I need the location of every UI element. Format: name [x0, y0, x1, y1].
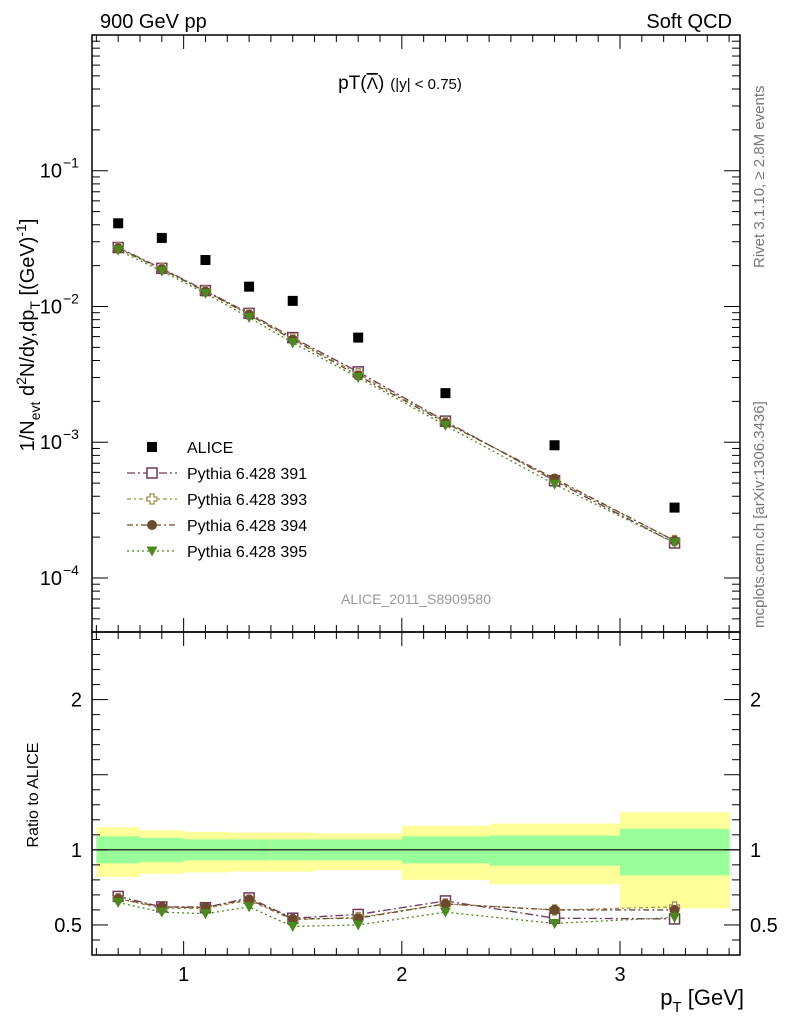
- ratio-point-3-2: [199, 909, 211, 920]
- ratio-y-tick-label-left: 1: [71, 840, 82, 862]
- ratio-series-line-2: [118, 898, 675, 920]
- main-point-0-6: [440, 388, 451, 399]
- legend-label-2: Pythia 6.428 393: [187, 492, 307, 509]
- main-point-0-2: [200, 255, 211, 266]
- ratio-point-2-6: [440, 898, 451, 909]
- ratio-y-tick-label-left: 2: [71, 690, 82, 712]
- main-point-4-5: [352, 372, 364, 383]
- main-point-4-2: [199, 288, 211, 299]
- header-right: Soft QCD: [646, 11, 732, 33]
- legend-marker-1: [146, 467, 158, 479]
- ratio-point-3-8: [669, 912, 681, 923]
- mcplots-label: mcplots.cern.ch [arXiv:1306.3436]: [751, 401, 768, 628]
- main-point-0-1: [156, 232, 167, 243]
- x-tick-label: 3: [614, 964, 625, 986]
- x-tick-label: 2: [396, 964, 407, 986]
- y-tick-label: 10: [40, 432, 62, 454]
- title-particle: Λ: [367, 74, 379, 93]
- main-point-0-5: [353, 332, 364, 343]
- legend-label-3: Pythia 6.428 394: [187, 518, 307, 535]
- main-point-0-8: [669, 502, 680, 513]
- legend-label-1: Pythia 6.428 391: [187, 466, 307, 483]
- legend-marker-2: [146, 493, 158, 505]
- main-point-0-7: [549, 440, 560, 451]
- legend-label-4: Pythia 6.428 395: [187, 544, 307, 561]
- legend: ALICE Pythia 6.428 391 Pythia 6.428 393 Pyt…: [127, 440, 307, 561]
- main-point-4-1: [156, 266, 168, 277]
- ratio-y-tick-label-right: 1: [750, 840, 761, 862]
- main-point-4-0: [112, 245, 124, 256]
- y-tick-label-exponent: −3: [63, 426, 79, 442]
- legend-marker-3: [147, 520, 157, 530]
- y-tick-label-exponent: −1: [63, 155, 79, 171]
- y-tick-label: 10: [40, 161, 62, 183]
- ratio-y-axis-label: Ratio to ALICE: [25, 743, 42, 848]
- main-title: pT(Λ) (|y| < 0.75): [338, 73, 462, 94]
- ratio-point-3-6: [439, 907, 451, 918]
- header-left: 900 GeV pp: [100, 11, 207, 33]
- main-frame: [91, 34, 741, 633]
- main-point-4-8: [669, 538, 681, 549]
- y-tick-label: 10: [40, 568, 62, 590]
- ratio-y-tick-label-right: 0.5: [750, 915, 778, 937]
- ratio-point-2-3: [244, 894, 255, 905]
- x-axis-label: pT [GeV]: [660, 985, 744, 1016]
- analysis-watermark: ALICE_2011_S8909580: [341, 591, 491, 607]
- ratio-band-inner-8: [620, 828, 730, 876]
- main-point-0-3: [244, 281, 255, 292]
- main-point-4-7: [549, 479, 561, 490]
- legend-label-0: ALICE: [187, 440, 233, 457]
- ratio-point-3-4: [287, 921, 299, 932]
- ratio-point-3-0: [112, 897, 124, 908]
- main-point-4-4: [287, 338, 299, 349]
- ratio-point-2-8: [669, 904, 680, 915]
- main-point-4-3: [243, 312, 255, 323]
- ratio-y-tick-label-left: 0.5: [54, 915, 82, 937]
- ratio-band-inner-7: [489, 835, 620, 866]
- main-y-axis-label: 1/Nevt d2N/dy,dpT [(GeV)-1]: [13, 219, 43, 452]
- main-point-0-0: [113, 218, 124, 229]
- main-point-0-4: [287, 295, 298, 306]
- main-panel: 10−110−210−310−4: [40, 34, 741, 633]
- y-tick-label-exponent: −4: [63, 562, 79, 578]
- y-tick-label-exponent: −2: [63, 290, 79, 306]
- ratio-point-3-3: [243, 902, 255, 913]
- ratio-point-3-5: [352, 920, 364, 931]
- ratio-y-tick-label-right: 2: [750, 690, 761, 712]
- main-point-4-6: [439, 420, 451, 431]
- ratio-point-3-7: [549, 918, 561, 929]
- x-tick-label: 1: [178, 964, 189, 986]
- ratio-point-2-4: [287, 913, 298, 924]
- legend-marker-4: [146, 546, 158, 557]
- legend-marker-0: [147, 442, 157, 452]
- ratio-point-2-7: [549, 904, 560, 915]
- ratio-point-3-1: [156, 907, 168, 918]
- rivet-version-label: Rivet 3.1.10, ≥ 2.8M events: [751, 86, 768, 269]
- ratio-panel: 1 2 3 0.5 0.5 1 1 2 2: [54, 631, 778, 986]
- ratio-frame: [91, 631, 741, 956]
- y-tick-label: 10: [40, 296, 62, 318]
